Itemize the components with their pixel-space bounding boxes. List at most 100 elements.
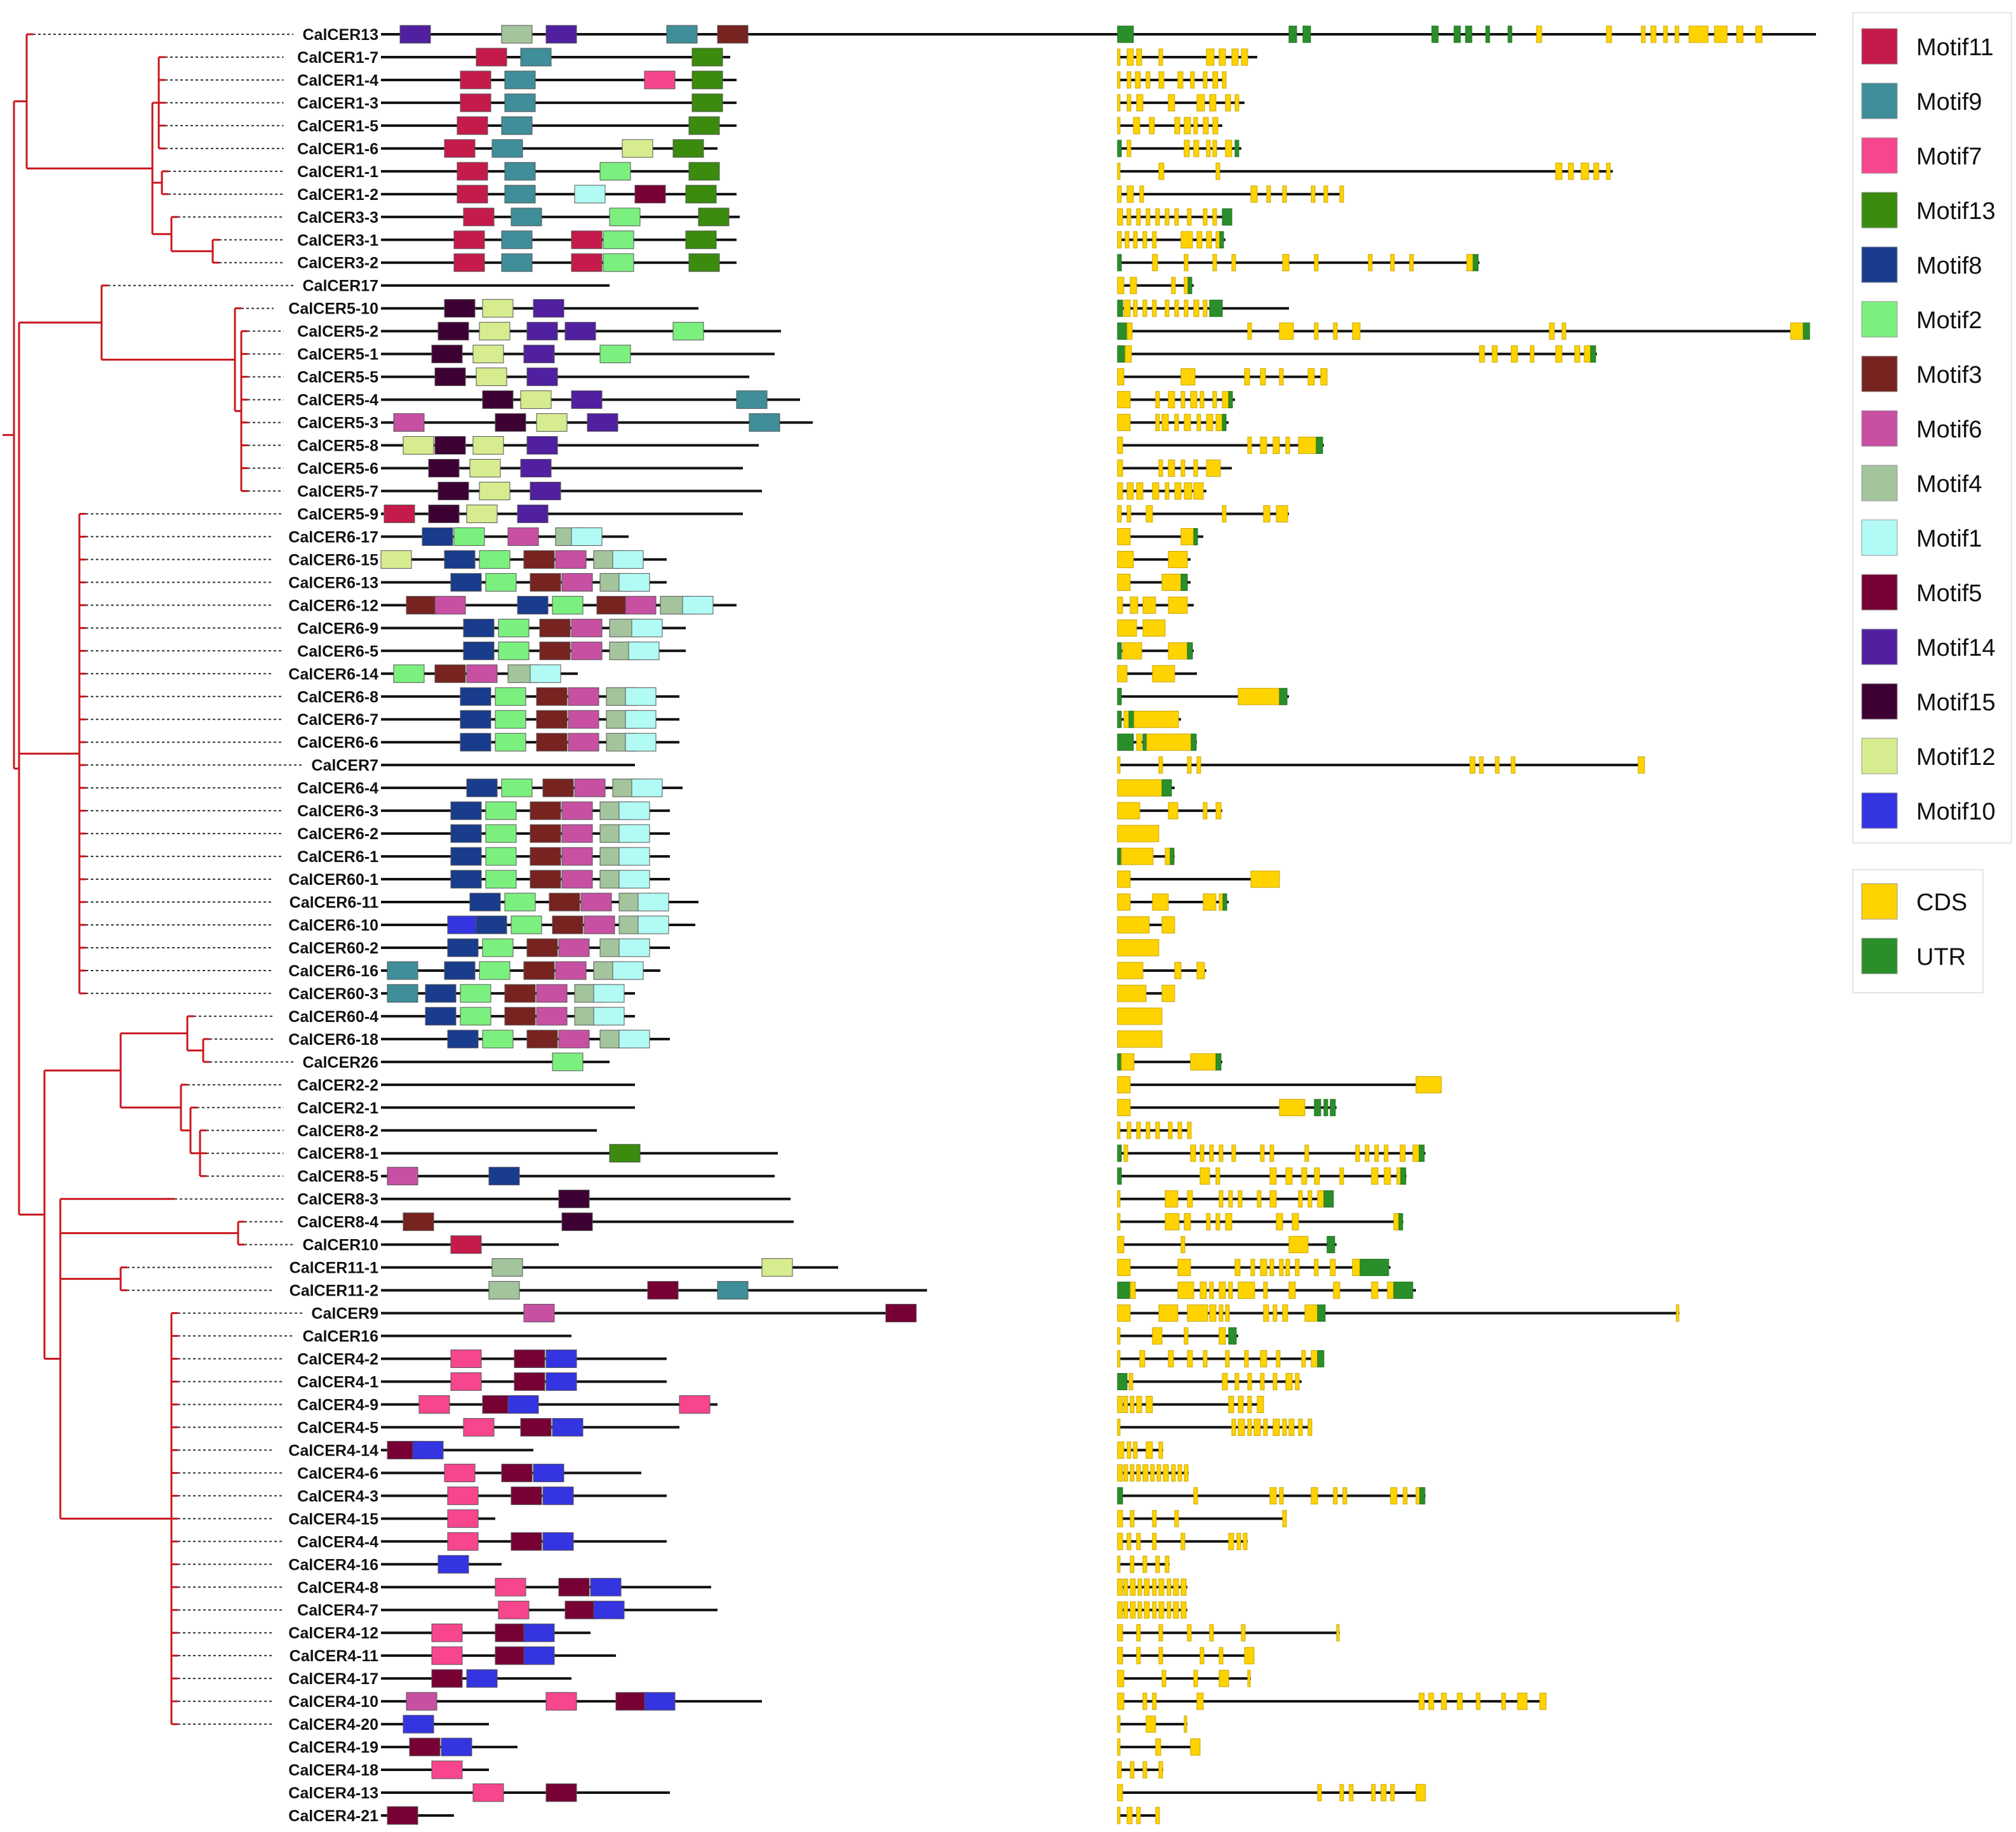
cds-segment [1168, 550, 1188, 568]
cds-segment [1282, 254, 1290, 272]
cds-segment [1260, 1372, 1265, 1390]
utr-segment [1128, 710, 1135, 728]
cds-segment [1218, 893, 1224, 911]
cds-segment [1218, 48, 1226, 66]
cds-segment [1215, 802, 1222, 820]
cds-segment [1736, 25, 1744, 43]
cds-segment [1236, 1532, 1241, 1550]
motif-box-motif1 [593, 1007, 625, 1026]
utr-segment [1419, 1145, 1425, 1162]
utr-segment [1117, 322, 1128, 340]
motif-box-motif8 [444, 550, 476, 569]
cds-segment [1155, 414, 1160, 432]
cds-segment [1117, 939, 1159, 957]
cds-segment [1180, 1578, 1187, 1596]
cds-segment [1123, 710, 1130, 728]
legend-label-motif10: Motif10 [1916, 799, 1996, 825]
gene-label: CalCER10 [303, 1237, 379, 1254]
cds-segment [1168, 460, 1175, 477]
cds-segment [1441, 1692, 1447, 1710]
cds-segment [1333, 322, 1338, 340]
motif-box-motif12 [472, 436, 504, 455]
motif-box-motif2 [485, 573, 517, 592]
cds-segment [1269, 1259, 1274, 1277]
cds-segment [1130, 596, 1138, 614]
cds-segment [1225, 140, 1232, 157]
cds-segment [1193, 300, 1199, 317]
cds-segment [1158, 756, 1163, 774]
utr-segment [1393, 1282, 1413, 1299]
legend-label-motif1: Motif1 [1916, 526, 1982, 552]
legend-swatch-motif3 [1861, 355, 1898, 392]
cds-segment [1126, 48, 1134, 66]
cds-segment [1130, 1761, 1135, 1779]
motif-box-motif5 [647, 1281, 679, 1300]
gene-label: CalCER8-3 [297, 1191, 378, 1209]
gene-label: CalCER6-12 [288, 597, 378, 614]
cds-segment [1247, 1372, 1252, 1390]
motif-box-motif8 [469, 893, 501, 912]
motif-box-motif11 [457, 116, 488, 135]
motif-box-motif14 [526, 322, 558, 341]
cds-segment [1203, 1350, 1208, 1368]
motif-box-motif3 [526, 938, 558, 957]
utr-segment [1400, 1167, 1406, 1185]
cds-segment [1117, 962, 1144, 979]
motif-box-motif8 [450, 870, 482, 889]
cds-segment [1137, 1578, 1142, 1596]
cds-segment [1561, 322, 1566, 340]
cds-segment [1193, 482, 1204, 500]
motif-box-motif6 [561, 824, 593, 843]
motif-box-motif11 [463, 208, 495, 227]
motif-box-motif5 [511, 1532, 542, 1551]
cds-segment [1158, 1624, 1163, 1642]
cds-segment [1187, 1122, 1192, 1139]
motif-box-motif6 [574, 778, 606, 797]
motif-box-motif1 [612, 961, 644, 980]
motif-box-motif2 [603, 253, 634, 272]
utr-segment [1323, 1190, 1334, 1208]
utr-segment [1117, 1167, 1122, 1185]
motif-box-motif4 [488, 1281, 520, 1300]
cds-segment [1117, 985, 1147, 1002]
cds-segment [1117, 916, 1150, 934]
motif-box-motif7 [450, 1350, 482, 1369]
cds-segment [1155, 208, 1160, 226]
cds-segment [1317, 1784, 1322, 1802]
cds-segment [1117, 391, 1131, 409]
motif-box-motif10 [447, 915, 479, 934]
cds-segment [1117, 1647, 1123, 1664]
cds-segment [1238, 1190, 1243, 1208]
cds-segment [1117, 619, 1137, 637]
motif-box-motif9 [717, 1281, 749, 1300]
cds-segment [1298, 1418, 1303, 1436]
cds-segment [1206, 140, 1211, 157]
cds-segment [1136, 94, 1144, 112]
cds-segment [1190, 1738, 1201, 1756]
utr-segment [1234, 140, 1239, 157]
cds-segment [1117, 1441, 1125, 1459]
cds-segment [1390, 1487, 1398, 1504]
cds-segment [1158, 460, 1163, 477]
motif-box-motif10 [403, 1715, 434, 1734]
cds-segment [1199, 1282, 1207, 1299]
cds-segment [1126, 1122, 1131, 1139]
cds-segment [1790, 322, 1804, 340]
cds-segment [1371, 1784, 1376, 1802]
cds-segment [1419, 1692, 1425, 1710]
cds-segment [1117, 1236, 1125, 1254]
cds-segment [1123, 1464, 1128, 1482]
cds-segment [1139, 1350, 1145, 1368]
cds-segment [1317, 1190, 1325, 1208]
cds-segment [1184, 1213, 1191, 1231]
cds-segment [1295, 1259, 1300, 1277]
motif-box-motif7 [463, 1417, 495, 1437]
motif-box-motif5 [615, 1692, 647, 1711]
cds-segment [1117, 779, 1163, 797]
cds-segment [1209, 1145, 1214, 1162]
motif-box-motif6 [393, 413, 425, 432]
cds-segment [1177, 1259, 1191, 1277]
cds-segment [1492, 345, 1498, 363]
utr-segment [1187, 642, 1193, 660]
cds-segment [1123, 300, 1131, 317]
